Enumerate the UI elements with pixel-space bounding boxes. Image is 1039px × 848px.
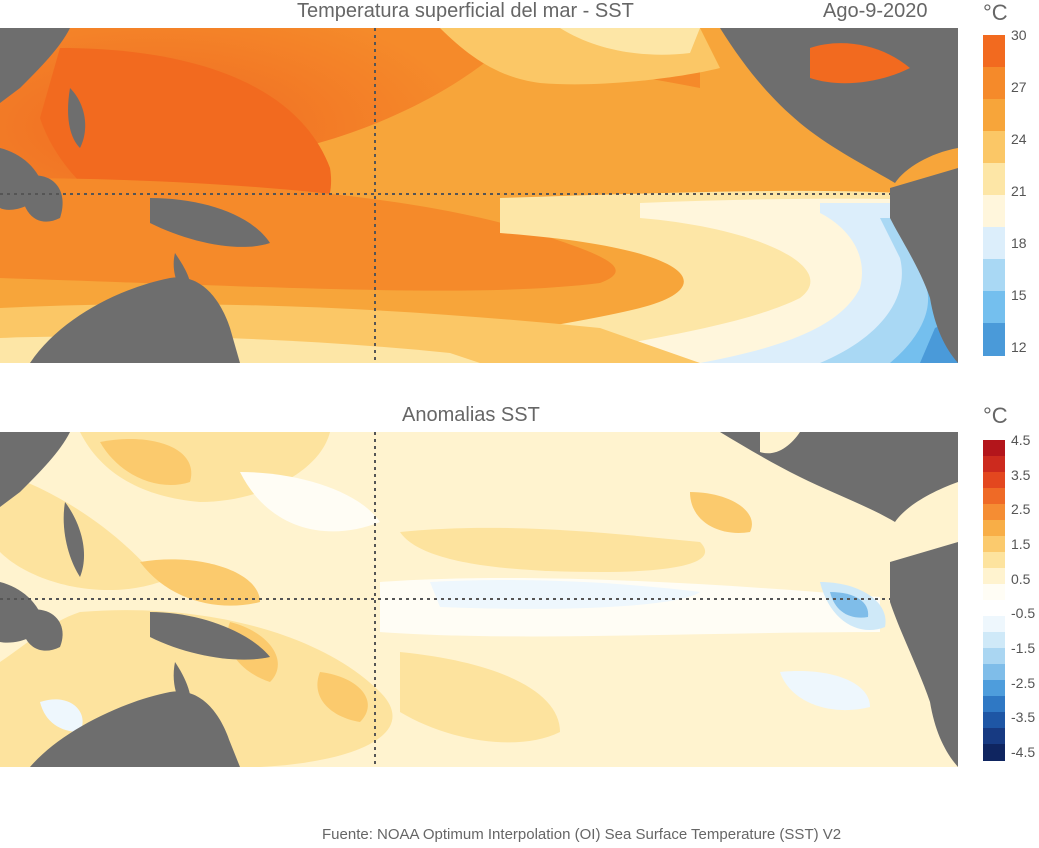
anomaly-colorbar-segment <box>983 520 1005 537</box>
source-footer: Fuente: NOAA Optimum Interpolation (OI) … <box>322 826 842 843</box>
anomaly-colorbar-segment <box>983 504 1005 521</box>
sst-unit-label: °C <box>983 0 1008 25</box>
anomaly-colorbar-segment <box>983 648 1005 665</box>
anomaly-colorbar-tick: 3.5 <box>1011 466 1031 483</box>
anomaly-colorbar-segment <box>983 488 1005 505</box>
anomaly-colorbar-segment <box>983 728 1005 745</box>
anomaly-colorbar-segment <box>983 696 1005 713</box>
anomaly-colorbar-tick: 4.5 <box>1011 432 1031 448</box>
sst-colorbar-segment <box>983 35 1005 68</box>
anomaly-colorbar-tick: -2.5 <box>1011 674 1036 691</box>
sst-colorbar-segment <box>983 163 1005 196</box>
anomaly-land-masses <box>0 432 958 767</box>
sst-colorbar-segment <box>983 195 1005 228</box>
anomaly-colorbar-tick: -4.5 <box>1011 744 1036 760</box>
sst-colorbar-tick: 18 <box>1011 235 1027 251</box>
sst-map <box>0 28 958 363</box>
anomaly-colorbar-tick: 1.5 <box>1011 536 1031 552</box>
anomaly-colorbar <box>983 440 1005 761</box>
anomaly-colorbar-segment <box>983 552 1005 569</box>
anomaly-colorbar-tick: 2.5 <box>1011 501 1031 518</box>
sst-colorbar <box>983 35 1005 356</box>
anomaly-map <box>0 432 958 767</box>
anomaly-colorbar-segment <box>983 536 1005 553</box>
anomaly-colorbar-segment <box>983 456 1005 473</box>
anomaly-colorbar-segment <box>983 568 1005 585</box>
anomaly-colorbar-segment <box>983 664 1005 681</box>
sst-colorbar-segment <box>983 227 1005 260</box>
sst-colorbar-tick: 15 <box>1011 287 1027 303</box>
anomaly-title: Anomalias SST <box>402 404 540 426</box>
sst-colorbar-segment <box>983 259 1005 292</box>
anomaly-colorbar-segment <box>983 600 1005 617</box>
anomaly-colorbar-tick: 0.5 <box>1011 570 1031 587</box>
anomaly-colorbar-tick: -3.5 <box>1011 709 1036 726</box>
sst-colorbar-segment <box>983 291 1005 324</box>
sst-colorbar-segment <box>983 99 1005 132</box>
land-masses <box>0 28 958 363</box>
sst-colorbar-tick: 24 <box>1011 131 1027 147</box>
sst-colorbar-tick: 30 <box>1011 27 1027 43</box>
sst-colorbar-segment <box>983 131 1005 164</box>
sst-colorbar-segment <box>983 67 1005 100</box>
anomaly-unit-label: °C <box>983 403 1008 428</box>
sst-colorbar-segment <box>983 323 1005 356</box>
anomaly-colorbar-segment <box>983 584 1005 601</box>
anomaly-colorbar-segment <box>983 632 1005 649</box>
anomaly-colorbar-tick: -0.5 <box>1011 605 1036 622</box>
anomaly-colorbar-segment <box>983 680 1005 697</box>
sst-date: Ago-9-2020 <box>823 0 928 22</box>
sst-colorbar-tick: 27 <box>1011 79 1027 95</box>
sst-colorbar-tick: 21 <box>1011 183 1027 199</box>
anomaly-colorbar-segment <box>983 712 1005 729</box>
anomaly-colorbar-segment <box>983 616 1005 633</box>
sst-colorbar-tick: 12 <box>1011 339 1027 355</box>
anomaly-colorbar-tick: -1.5 <box>1011 640 1036 656</box>
anomaly-colorbar-segment <box>983 440 1005 457</box>
anomaly-colorbar-segment <box>983 472 1005 489</box>
sst-title: Temperatura superficial del mar - SST <box>297 0 634 22</box>
anomaly-colorbar-segment <box>983 744 1005 761</box>
